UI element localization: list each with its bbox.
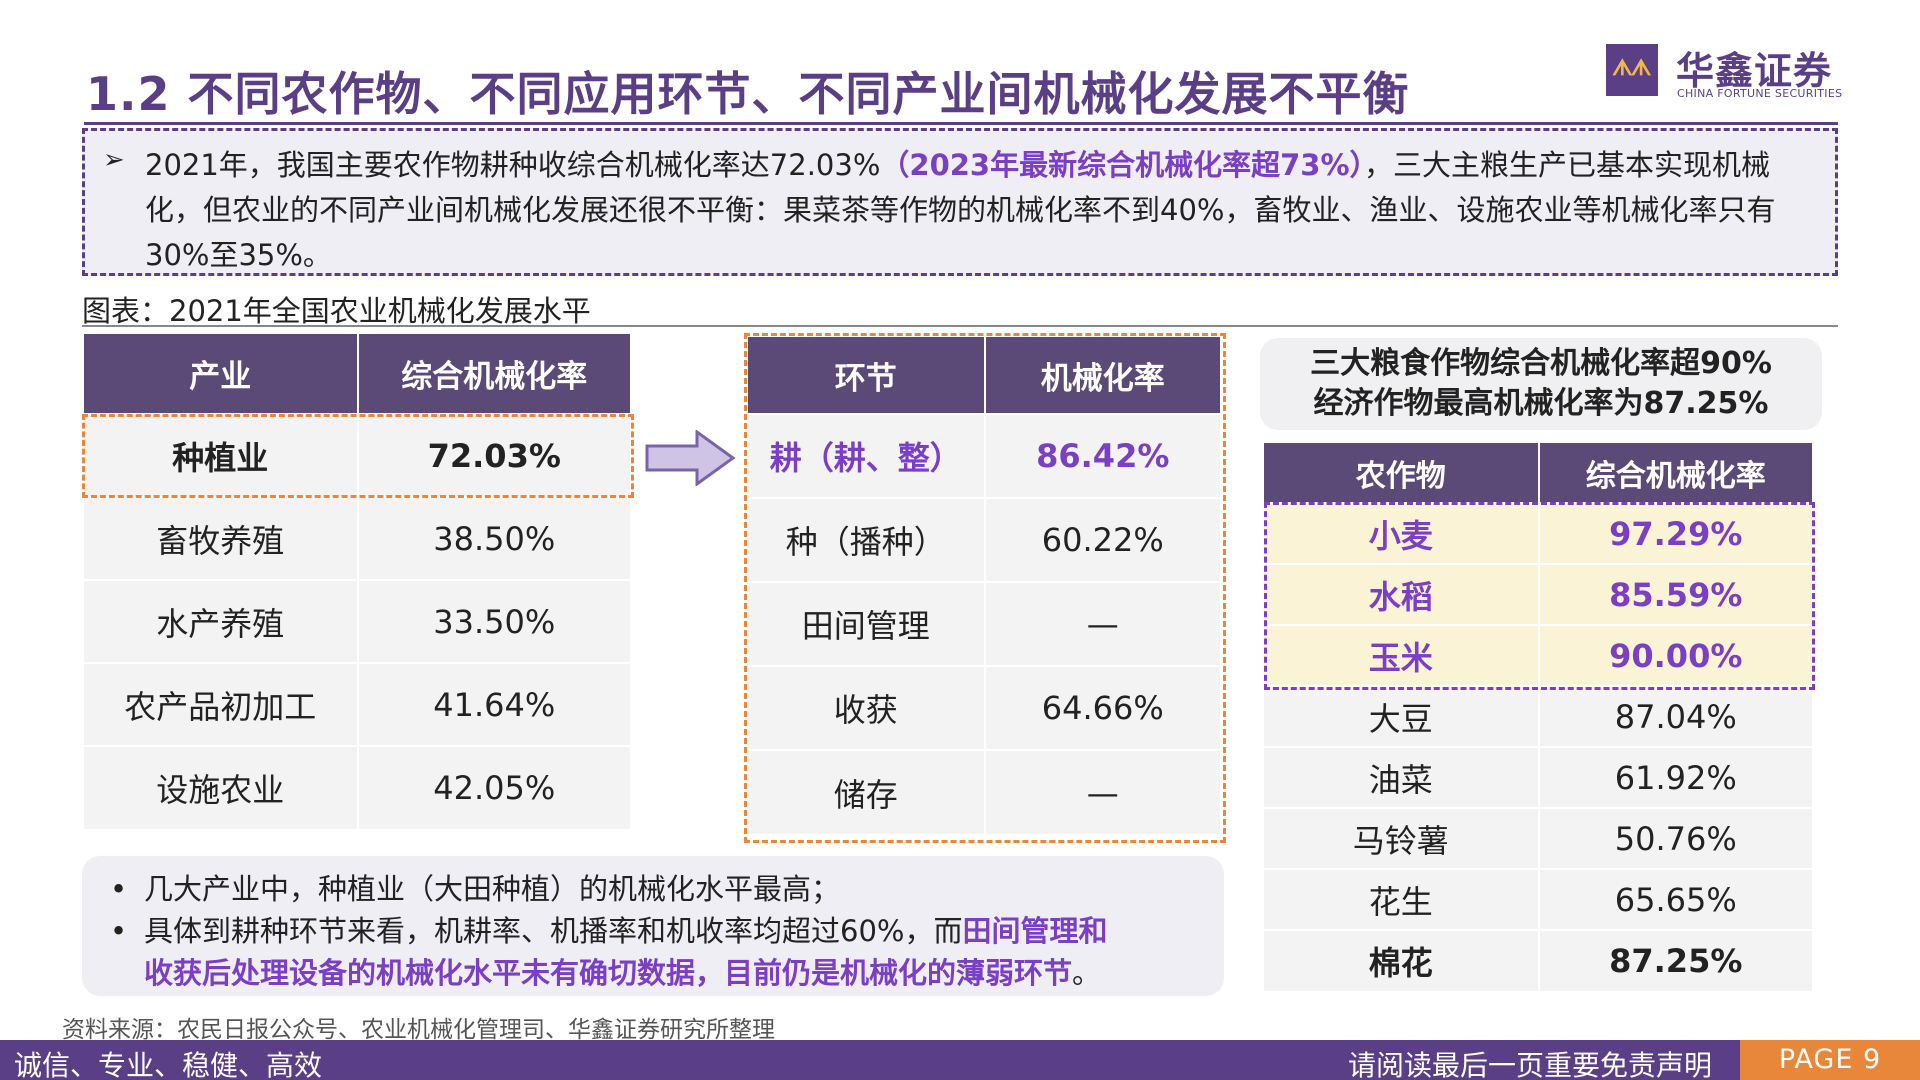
figure-caption: 图表：2021年全国农业机械化发展水平 (82, 294, 591, 328)
crop-rate: 65.65% (1538, 868, 1814, 930)
stage-rate: 64.66% (984, 665, 1222, 750)
table-row: 油菜 61.92% (1264, 746, 1814, 808)
header-rate: 综合机械化率 (357, 334, 632, 414)
stage-name: 收获 (748, 665, 986, 750)
stage-rate: — (984, 749, 1222, 834)
industry-rate: 33.50% (357, 579, 632, 663)
page-number: PAGE 9 (1740, 1040, 1920, 1080)
stage-rate: 60.22% (984, 497, 1222, 582)
page-title: 1.2 不同农作物、不同应用环节、不同产业间机械化发展不平衡 (86, 67, 1410, 121)
source-note: 资料来源：农民日报公众号、农业机械化管理司、华鑫证券研究所整理 (62, 1017, 775, 1043)
table-row: 收获 64.66% (748, 665, 1222, 750)
table-header-row: 农作物 综合机械化率 (1264, 443, 1814, 503)
logo-cn-text: 华鑫证券 (1676, 49, 1833, 93)
crop-name: 小麦 (1264, 502, 1540, 564)
footer-bar: 诚信、专业、稳健、高效 请阅读最后一页重要免责声明 PAGE 9 (0, 1040, 1920, 1080)
table-row: 玉米 90.00% (1264, 624, 1814, 686)
industry-rate: 38.50% (357, 496, 632, 580)
bullet-item: • 具体到耕种环节来看，机耕率、机播率和机收率均超过60%，而田间管理和收获后处… (98, 910, 1204, 994)
header-crop: 农作物 (1264, 443, 1540, 503)
summary-part1: 2021年，我国主要农作物耕种收综合机械化率达72.03% (145, 148, 881, 182)
crop-rate: 97.29% (1538, 502, 1814, 564)
table-row: 种植业 72.03% (84, 413, 632, 497)
summary-box: ➢ 2021年，我国主要农作物耕种收综合机械化率达72.03%（2023年最新综… (82, 128, 1838, 276)
conclusion-box: • 几大产业中，种植业（大田种植）的机械化水平最高； • 具体到耕种环节来看，机… (82, 856, 1224, 996)
crop-note-line1: 三大粮食作物综合机械化率超90% (1310, 346, 1772, 381)
table-row: 设施农业 42.05% (84, 745, 632, 829)
industry-name: 畜牧养殖 (84, 496, 359, 580)
bullet-highlight-2: 收获后处理设备的机械化水平未有确切数据，目前仍是机械化的薄弱环节 (144, 956, 1073, 990)
stage-name: 耕（耕、整） (748, 413, 986, 498)
title-divider (84, 122, 1838, 125)
stage-name: 储存 (748, 749, 986, 834)
table-row: 大豆 87.04% (1264, 685, 1814, 747)
table-row: 小麦 97.29% (1264, 502, 1814, 564)
bullet-dot-icon: • (110, 914, 128, 948)
table-row: 田间管理 — (748, 581, 1222, 666)
table-row: 种（播种） 60.22% (748, 497, 1222, 582)
summary-part2: ，三大主粮生产已基本实现机械化，但农业的不同产业间机械化发展还很不平衡：果菜茶等… (145, 148, 1776, 272)
table-header-row: 产业 综合机械化率 (84, 334, 632, 414)
table-header-row: 环节 机械化率 (748, 337, 1222, 414)
crop-name: 水稻 (1264, 563, 1540, 625)
table-row: 棉花 87.25% (1264, 929, 1814, 991)
header-crop-rate: 综合机械化率 (1538, 443, 1814, 503)
table-row: 畜牧养殖 38.50% (84, 496, 632, 580)
bullet-end: 。 (1072, 956, 1102, 990)
highlight-frame-stages (744, 333, 1226, 843)
bullet-item: • 几大产业中，种植业（大田种植）的机械化水平最高； (98, 868, 1204, 910)
summary-text: 2021年，我国主要农作物耕种收综合机械化率达72.03%（2023年最新综合机… (145, 143, 1819, 278)
crop-name: 棉花 (1264, 929, 1540, 991)
industry-rate: 41.64% (357, 662, 632, 746)
summary-highlight: （2023年最新综合机械化率超73%） (880, 148, 1365, 182)
industry-name: 种植业 (84, 413, 359, 497)
crop-rate: 85.59% (1538, 563, 1814, 625)
crop-rate: 50.76% (1538, 807, 1814, 869)
crop-rate: 61.92% (1538, 746, 1814, 808)
crop-name: 油菜 (1264, 746, 1540, 808)
industry-name: 设施农业 (84, 745, 359, 829)
industry-name: 水产养殖 (84, 579, 359, 663)
company-logo-icon: ᗑᗑ (1606, 44, 1658, 96)
industry-rate: 42.05% (357, 745, 632, 829)
footer-motto: 诚信、专业、稳健、高效 (14, 1049, 323, 1080)
arrow-bullet-icon: ➢ (103, 145, 125, 175)
table-row: 储存 — (748, 749, 1222, 834)
stage-table: 环节 机械化率 耕（耕、整） 86.42% 种（播种） 60.22% 田间管理 … (748, 337, 1222, 834)
header-stage: 环节 (748, 337, 986, 414)
industry-rate: 72.03% (357, 413, 632, 497)
stage-rate: — (984, 581, 1222, 666)
stage-rate: 86.42% (984, 413, 1222, 498)
bullet-dot-icon: • (110, 872, 128, 906)
bullet-text-2: 具体到耕种环节来看，机耕率、机播率和机收率均超过60%，而 (144, 914, 963, 948)
crop-note-line2: 经济作物最高机械化率为87.25% (1313, 386, 1769, 421)
table-row: 水产养殖 33.50% (84, 579, 632, 663)
table-row: 农产品初加工 41.64% (84, 662, 632, 746)
bullet-text-1: 几大产业中，种植业（大田种植）的机械化水平最高； (144, 872, 841, 906)
footer-disclaimer: 请阅读最后一页重要免责声明 (1347, 1049, 1712, 1080)
bullet-highlight-1: 田间管理和 (962, 914, 1108, 948)
caption-divider (82, 325, 1838, 327)
logo-en-text: CHINA FORTUNE SECURITIES (1677, 87, 1843, 100)
table-row: 花生 65.65% (1264, 868, 1814, 930)
crop-name: 玉米 (1264, 624, 1540, 686)
stage-name: 种（播种） (748, 497, 986, 582)
table-row: 水稻 85.59% (1264, 563, 1814, 625)
table-row: 马铃薯 50.76% (1264, 807, 1814, 869)
crop-name: 马铃薯 (1264, 807, 1540, 869)
table-row: 耕（耕、整） 86.42% (748, 413, 1222, 498)
crop-table: 农作物 综合机械化率 小麦 97.29% 水稻 85.59% 玉米 90.00%… (1264, 443, 1814, 991)
crop-rate: 87.25% (1538, 929, 1814, 991)
crop-rate: 90.00% (1538, 624, 1814, 686)
crop-note-box: 三大粮食作物综合机械化率超90% 经济作物最高机械化率为87.25% (1260, 338, 1822, 430)
crop-rate: 87.04% (1538, 685, 1814, 747)
stage-name: 田间管理 (748, 581, 986, 666)
crop-name: 大豆 (1264, 685, 1540, 747)
industry-name: 农产品初加工 (84, 662, 359, 746)
industry-table: 产业 综合机械化率 种植业 72.03% 畜牧养殖 38.50% 水产养殖 33… (84, 334, 632, 829)
crop-name: 花生 (1264, 868, 1540, 930)
header-industry: 产业 (84, 334, 359, 414)
header-stage-rate: 机械化率 (984, 337, 1222, 414)
right-arrow-icon (645, 430, 736, 486)
